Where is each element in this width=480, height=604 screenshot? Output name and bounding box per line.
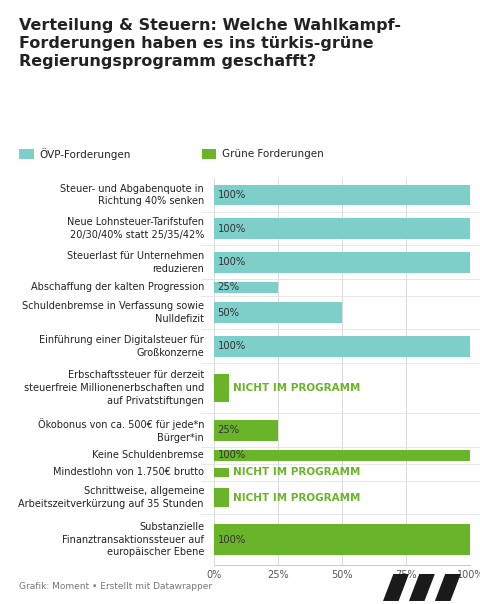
- Bar: [214, 282, 278, 292]
- Bar: [214, 420, 278, 441]
- Bar: [214, 218, 470, 239]
- Bar: [214, 185, 470, 205]
- Text: Erbschaftssteuer für derzeit
steuerfreie Millionenerbschaften und
auf Privatstif: Erbschaftssteuer für derzeit steuerfreie…: [24, 370, 204, 406]
- Text: 100%: 100%: [217, 451, 246, 460]
- Polygon shape: [435, 574, 461, 601]
- Text: Einführung einer Digitalsteuer für
Großkonzerne: Einführung einer Digitalsteuer für Großk…: [39, 335, 204, 358]
- Text: Abschaffung der kalten Progression: Abschaffung der kalten Progression: [31, 283, 204, 292]
- Text: Grafik: Moment • Erstellt mit Datawrapper: Grafik: Moment • Erstellt mit Datawrappe…: [19, 582, 212, 591]
- Bar: [214, 336, 470, 357]
- Text: Substanzielle
Finanztransaktionssteuer auf
europäischer Ebene: Substanzielle Finanztransaktionssteuer a…: [62, 522, 204, 557]
- Text: Schrittweise, allgemeine
Arbeitszeitverkürzung auf 35 Stunden: Schrittweise, allgemeine Arbeitszeitverk…: [19, 486, 204, 509]
- Text: 100%: 100%: [217, 223, 246, 234]
- Bar: [214, 524, 470, 555]
- Text: Ökobonus von ca. 500€ für jede*n
Bürger*in: Ökobonus von ca. 500€ für jede*n Bürger*…: [37, 418, 204, 443]
- Text: 100%: 100%: [217, 535, 246, 545]
- Text: 25%: 25%: [217, 425, 240, 435]
- Bar: [214, 302, 342, 323]
- Text: Steuerlast für Unternehmen
reduzieren: Steuerlast für Unternehmen reduzieren: [67, 251, 204, 274]
- Text: ÖVP-Forderungen: ÖVP-Forderungen: [39, 148, 131, 160]
- Bar: [214, 488, 229, 507]
- Text: NICHT IM PROGRAMM: NICHT IM PROGRAMM: [233, 467, 360, 477]
- Polygon shape: [383, 574, 409, 601]
- Bar: [214, 374, 229, 402]
- Text: Neue Lohnsteuer-Tarifstufen
20/30/40% statt 25/35/42%: Neue Lohnsteuer-Tarifstufen 20/30/40% st…: [67, 217, 204, 240]
- Text: NICHT IM PROGRAMM: NICHT IM PROGRAMM: [233, 384, 360, 393]
- Bar: [214, 252, 470, 272]
- Text: Mindestlohn von 1.750€ brutto: Mindestlohn von 1.750€ brutto: [53, 467, 204, 477]
- Text: 100%: 100%: [217, 341, 246, 352]
- Text: Keine Schuldenbremse: Keine Schuldenbremse: [92, 451, 204, 460]
- Text: 50%: 50%: [217, 307, 240, 318]
- Polygon shape: [409, 574, 435, 601]
- Bar: [214, 451, 470, 461]
- Text: 100%: 100%: [217, 190, 246, 200]
- Text: Steuer- und Abgabenquote in
Richtung 40% senken: Steuer- und Abgabenquote in Richtung 40%…: [60, 184, 204, 207]
- Text: 25%: 25%: [217, 283, 240, 292]
- Text: NICHT IM PROGRAMM: NICHT IM PROGRAMM: [233, 492, 360, 503]
- Text: Schuldenbremse in Verfassung sowie
Nulldefizit: Schuldenbremse in Verfassung sowie Nulld…: [22, 301, 204, 324]
- Text: Grüne Forderungen: Grüne Forderungen: [222, 149, 324, 159]
- Bar: [214, 467, 229, 477]
- Text: 100%: 100%: [217, 257, 246, 267]
- Text: Verteilung & Steuern: Welche Wahlkampf-
Forderungen haben es ins türkis-grüne
Re: Verteilung & Steuern: Welche Wahlkampf- …: [19, 18, 401, 69]
